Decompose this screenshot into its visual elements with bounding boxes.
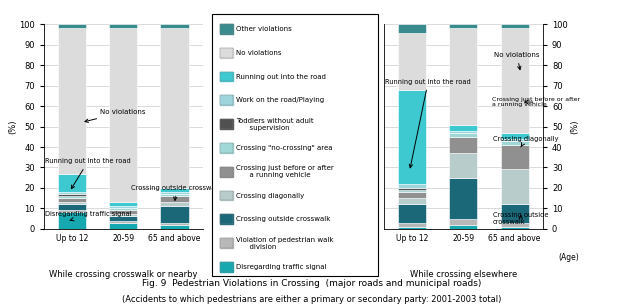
Bar bbox=[398, 190, 426, 192]
Text: Other violations: Other violations bbox=[236, 26, 292, 32]
Bar bbox=[398, 204, 426, 223]
Text: Running out into the road: Running out into the road bbox=[236, 74, 326, 80]
Text: (Age): (Age) bbox=[215, 253, 236, 262]
Bar bbox=[398, 188, 426, 190]
Bar bbox=[160, 24, 188, 28]
Bar bbox=[449, 137, 477, 153]
Y-axis label: (%): (%) bbox=[9, 119, 17, 134]
Bar bbox=[58, 28, 86, 174]
Bar bbox=[449, 225, 477, 229]
Bar bbox=[109, 202, 137, 206]
Text: Crossing diagonally: Crossing diagonally bbox=[236, 192, 305, 199]
Bar bbox=[398, 198, 426, 204]
Bar bbox=[449, 218, 477, 225]
Text: Crossing outside
crosswalk: Crossing outside crosswalk bbox=[493, 212, 548, 225]
Bar bbox=[109, 217, 137, 221]
Bar bbox=[500, 223, 529, 227]
Bar bbox=[500, 24, 529, 28]
Bar bbox=[449, 153, 477, 178]
Text: While crossing elsewhere: While crossing elsewhere bbox=[410, 270, 517, 279]
Bar bbox=[449, 178, 477, 218]
Bar bbox=[398, 24, 426, 33]
Text: Work on the road/Playing: Work on the road/Playing bbox=[236, 97, 324, 103]
Bar bbox=[500, 28, 529, 133]
Bar bbox=[109, 208, 137, 210]
Bar bbox=[449, 131, 477, 133]
Y-axis label: (%): (%) bbox=[570, 119, 580, 134]
Bar bbox=[398, 90, 426, 184]
Bar bbox=[500, 141, 529, 145]
Text: Crossing diagonally: Crossing diagonally bbox=[493, 136, 558, 147]
Text: Crossing just before or after
a running vehicle: Crossing just before or after a running … bbox=[492, 97, 580, 107]
Bar bbox=[109, 214, 137, 217]
Text: Crossing "no-crossing" area: Crossing "no-crossing" area bbox=[236, 145, 333, 151]
Text: Running out into the road: Running out into the road bbox=[385, 79, 471, 168]
Bar bbox=[398, 33, 426, 90]
Bar bbox=[449, 24, 477, 28]
Text: Disregarding traffic signal: Disregarding traffic signal bbox=[236, 264, 327, 270]
Bar bbox=[500, 145, 529, 170]
Bar bbox=[398, 223, 426, 227]
Bar bbox=[58, 210, 86, 212]
Bar bbox=[160, 223, 188, 225]
Text: Crossing outside crosswalk: Crossing outside crosswalk bbox=[131, 185, 221, 200]
Bar bbox=[160, 28, 188, 188]
Bar bbox=[449, 133, 477, 137]
Bar bbox=[160, 188, 188, 192]
Text: Violation of pedestrian walk
      division: Violation of pedestrian walk division bbox=[236, 237, 334, 249]
Bar bbox=[449, 124, 477, 131]
Bar bbox=[109, 28, 137, 202]
Text: (Accidents to which pedestrians are either a primary or secondary party: 2001-20: (Accidents to which pedestrians are eith… bbox=[122, 295, 502, 304]
Bar bbox=[500, 170, 529, 204]
Text: Crossing just before or after
      a running vehicle: Crossing just before or after a running … bbox=[236, 165, 334, 178]
Bar bbox=[160, 206, 188, 223]
Text: Fig. 9  Pedestrian Violations in Crossing  (major roads and municipal roads): Fig. 9 Pedestrian Violations in Crossing… bbox=[142, 279, 482, 288]
Bar bbox=[160, 192, 188, 194]
Bar bbox=[398, 192, 426, 198]
Bar bbox=[109, 206, 137, 208]
Bar bbox=[109, 221, 137, 223]
Bar bbox=[160, 202, 188, 206]
Bar bbox=[398, 227, 426, 229]
Bar bbox=[500, 139, 529, 141]
Bar bbox=[58, 212, 86, 229]
Bar bbox=[109, 223, 137, 229]
Bar bbox=[449, 28, 477, 124]
Text: Running out into the road: Running out into the road bbox=[45, 158, 131, 189]
Bar bbox=[160, 225, 188, 229]
Text: No violations: No violations bbox=[85, 109, 145, 122]
Bar bbox=[500, 133, 529, 139]
Text: Toddlers without adult
      supervision: Toddlers without adult supervision bbox=[236, 118, 314, 131]
Text: While crossing crosswalk or nearby: While crossing crosswalk or nearby bbox=[49, 270, 197, 279]
Bar bbox=[58, 198, 86, 202]
Text: Disregarding traffic signal: Disregarding traffic signal bbox=[45, 211, 132, 221]
Bar bbox=[160, 194, 188, 196]
Text: (Age): (Age) bbox=[559, 253, 580, 262]
Text: No violations: No violations bbox=[494, 52, 540, 70]
Text: No violations: No violations bbox=[236, 50, 282, 56]
Bar bbox=[58, 202, 86, 204]
Bar bbox=[58, 24, 86, 28]
Bar bbox=[500, 204, 529, 223]
Text: Crossing outside crosswalk: Crossing outside crosswalk bbox=[236, 216, 331, 222]
Bar bbox=[109, 210, 137, 214]
Bar bbox=[58, 204, 86, 210]
Bar bbox=[398, 184, 426, 188]
Bar bbox=[58, 194, 86, 196]
Bar bbox=[58, 192, 86, 194]
Bar bbox=[160, 196, 188, 202]
Bar bbox=[109, 24, 137, 28]
Bar bbox=[58, 174, 86, 192]
Bar bbox=[58, 196, 86, 198]
Bar bbox=[500, 227, 529, 229]
